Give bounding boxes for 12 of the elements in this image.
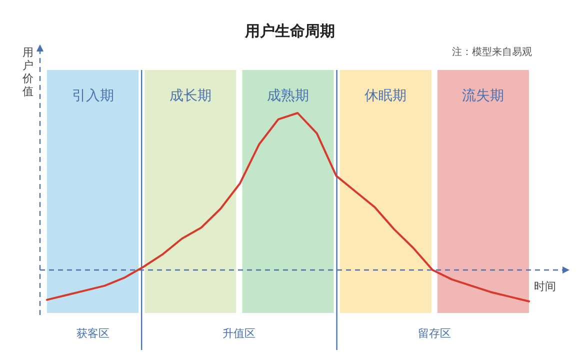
text: 成长期 (169, 88, 212, 104)
x-axis-title: 时间 (534, 280, 556, 293)
y-axis-title: 用户价值 (22, 46, 34, 98)
text: 升值区 (222, 327, 256, 340)
text: 注：模型来自易观 (452, 46, 532, 58)
text: 留存区 (418, 327, 451, 340)
text: 获客区 (76, 327, 110, 340)
text: 休眠期 (364, 88, 407, 104)
text: 流失期 (462, 88, 504, 104)
text: 引入期 (72, 88, 114, 104)
chart-title: 用户生命周期 (244, 22, 335, 40)
text: 成熟期 (267, 88, 309, 104)
